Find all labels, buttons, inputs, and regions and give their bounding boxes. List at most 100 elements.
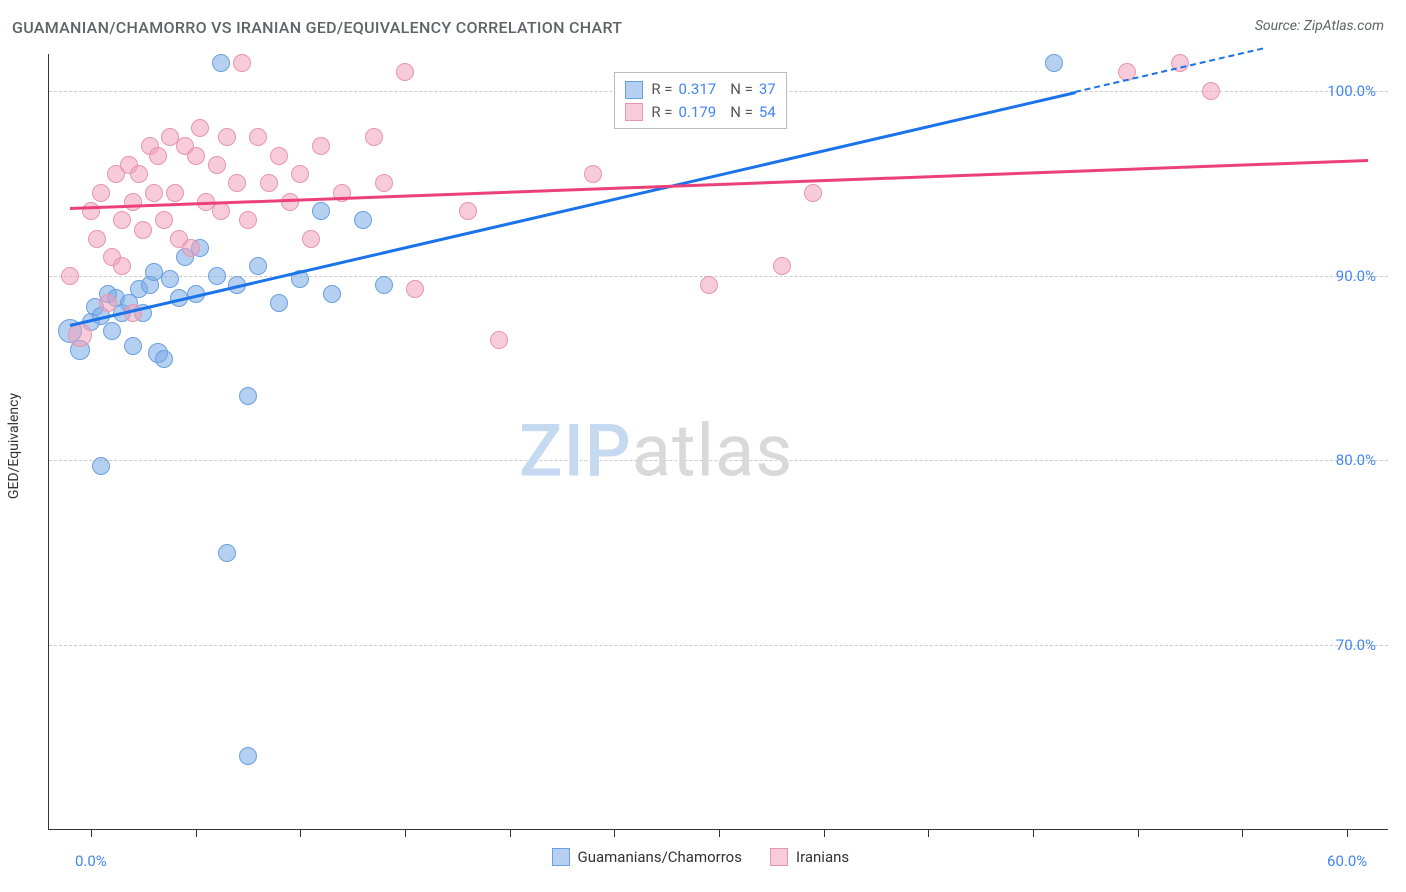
source-credit: Source: ZipAtlas.com: [1255, 18, 1384, 37]
data-point: [233, 54, 251, 72]
ytick-label: 70.0%: [1336, 636, 1376, 654]
legend-label: Iranians: [796, 848, 849, 866]
xtick-mark: [824, 829, 825, 837]
data-point: [191, 119, 209, 137]
data-point: [354, 211, 372, 229]
data-point: [88, 230, 106, 248]
data-point: [323, 285, 341, 303]
chart-title: GUAMANIAN/CHAMORRO VS IRANIAN GED/EQUIVA…: [12, 18, 622, 37]
data-point: [249, 257, 267, 275]
data-point: [130, 165, 148, 183]
r-value: 0.317: [679, 78, 717, 101]
xtick-mark: [405, 829, 406, 837]
title-bar: GUAMANIAN/CHAMORRO VS IRANIAN GED/EQUIVA…: [0, 18, 1406, 37]
data-point: [804, 184, 822, 202]
legend-swatch: [625, 103, 643, 121]
ytick-label: 90.0%: [1336, 267, 1376, 285]
data-point: [124, 337, 142, 355]
r-value: 0.179: [679, 101, 717, 124]
data-point: [291, 165, 309, 183]
data-point: [302, 230, 320, 248]
data-point: [99, 294, 117, 312]
r-label: R =: [651, 101, 672, 124]
xtick-mark: [1138, 829, 1139, 837]
data-point: [218, 544, 236, 562]
n-label: N =: [730, 101, 753, 124]
trend-line: [1075, 47, 1264, 93]
xtick-mark: [300, 829, 301, 837]
data-point: [61, 267, 79, 285]
data-point: [124, 193, 142, 211]
data-point: [260, 174, 278, 192]
data-point: [161, 270, 179, 288]
data-point: [270, 147, 288, 165]
data-point: [145, 263, 163, 281]
legend-item: Iranians: [770, 848, 849, 866]
n-value: 37: [759, 78, 776, 101]
data-point: [103, 322, 121, 340]
data-point: [312, 137, 330, 155]
r-label: R =: [651, 78, 672, 101]
data-point: [773, 257, 791, 275]
legend-swatch: [770, 848, 788, 866]
data-point: [239, 747, 257, 765]
data-point: [113, 211, 131, 229]
data-point: [134, 221, 152, 239]
xtick-mark: [1033, 829, 1034, 837]
data-point: [228, 174, 246, 192]
legend-swatch: [552, 848, 570, 866]
gridline-horizontal: [49, 276, 1388, 277]
data-point: [145, 184, 163, 202]
data-point: [208, 156, 226, 174]
ytick-label: 100.0%: [1327, 82, 1376, 100]
data-point: [113, 257, 131, 275]
data-point: [375, 276, 393, 294]
xtick-mark: [1347, 829, 1348, 837]
data-point: [1202, 82, 1220, 100]
data-point: [249, 128, 267, 146]
xtick-label: 60.0%: [1327, 852, 1367, 870]
data-point: [459, 202, 477, 220]
xtick-label: 0.0%: [75, 852, 107, 870]
gridline-horizontal: [49, 645, 1388, 646]
legend-series: Guamanians/Chamorros Iranians: [552, 848, 850, 866]
data-point: [396, 63, 414, 81]
legend-stats: R = 0.317 N = 37R = 0.179 N = 54: [614, 72, 786, 129]
xtick-mark: [614, 829, 615, 837]
xtick-mark: [719, 829, 720, 837]
data-point: [187, 147, 205, 165]
data-point: [68, 323, 92, 347]
data-point: [490, 331, 508, 349]
data-point: [239, 387, 257, 405]
data-point: [584, 165, 602, 183]
xtick-mark: [510, 829, 511, 837]
gridline-horizontal: [49, 460, 1388, 461]
legend-swatch: [625, 81, 643, 99]
data-point: [212, 54, 230, 72]
data-point: [82, 202, 100, 220]
xtick-mark: [1242, 829, 1243, 837]
legend-label: Guamanians/Chamorros: [578, 848, 742, 866]
legend-item: Guamanians/Chamorros: [552, 848, 742, 866]
data-point: [270, 294, 288, 312]
data-point: [365, 128, 383, 146]
data-point: [406, 280, 424, 298]
data-point: [239, 211, 257, 229]
data-point: [149, 147, 167, 165]
data-point: [155, 350, 173, 368]
xtick-mark: [196, 829, 197, 837]
data-point: [166, 184, 184, 202]
data-point: [1045, 54, 1063, 72]
data-point: [218, 128, 236, 146]
data-point: [92, 184, 110, 202]
xtick-mark: [928, 829, 929, 837]
data-point: [375, 174, 393, 192]
data-point: [208, 267, 226, 285]
legend-stats-row: R = 0.179 N = 54: [625, 101, 775, 124]
data-point: [312, 202, 330, 220]
n-value: 54: [759, 101, 776, 124]
y-axis-label: GED/Equivalency: [6, 393, 22, 499]
xtick-mark: [91, 829, 92, 837]
data-point: [281, 193, 299, 211]
ytick-label: 80.0%: [1336, 451, 1376, 469]
